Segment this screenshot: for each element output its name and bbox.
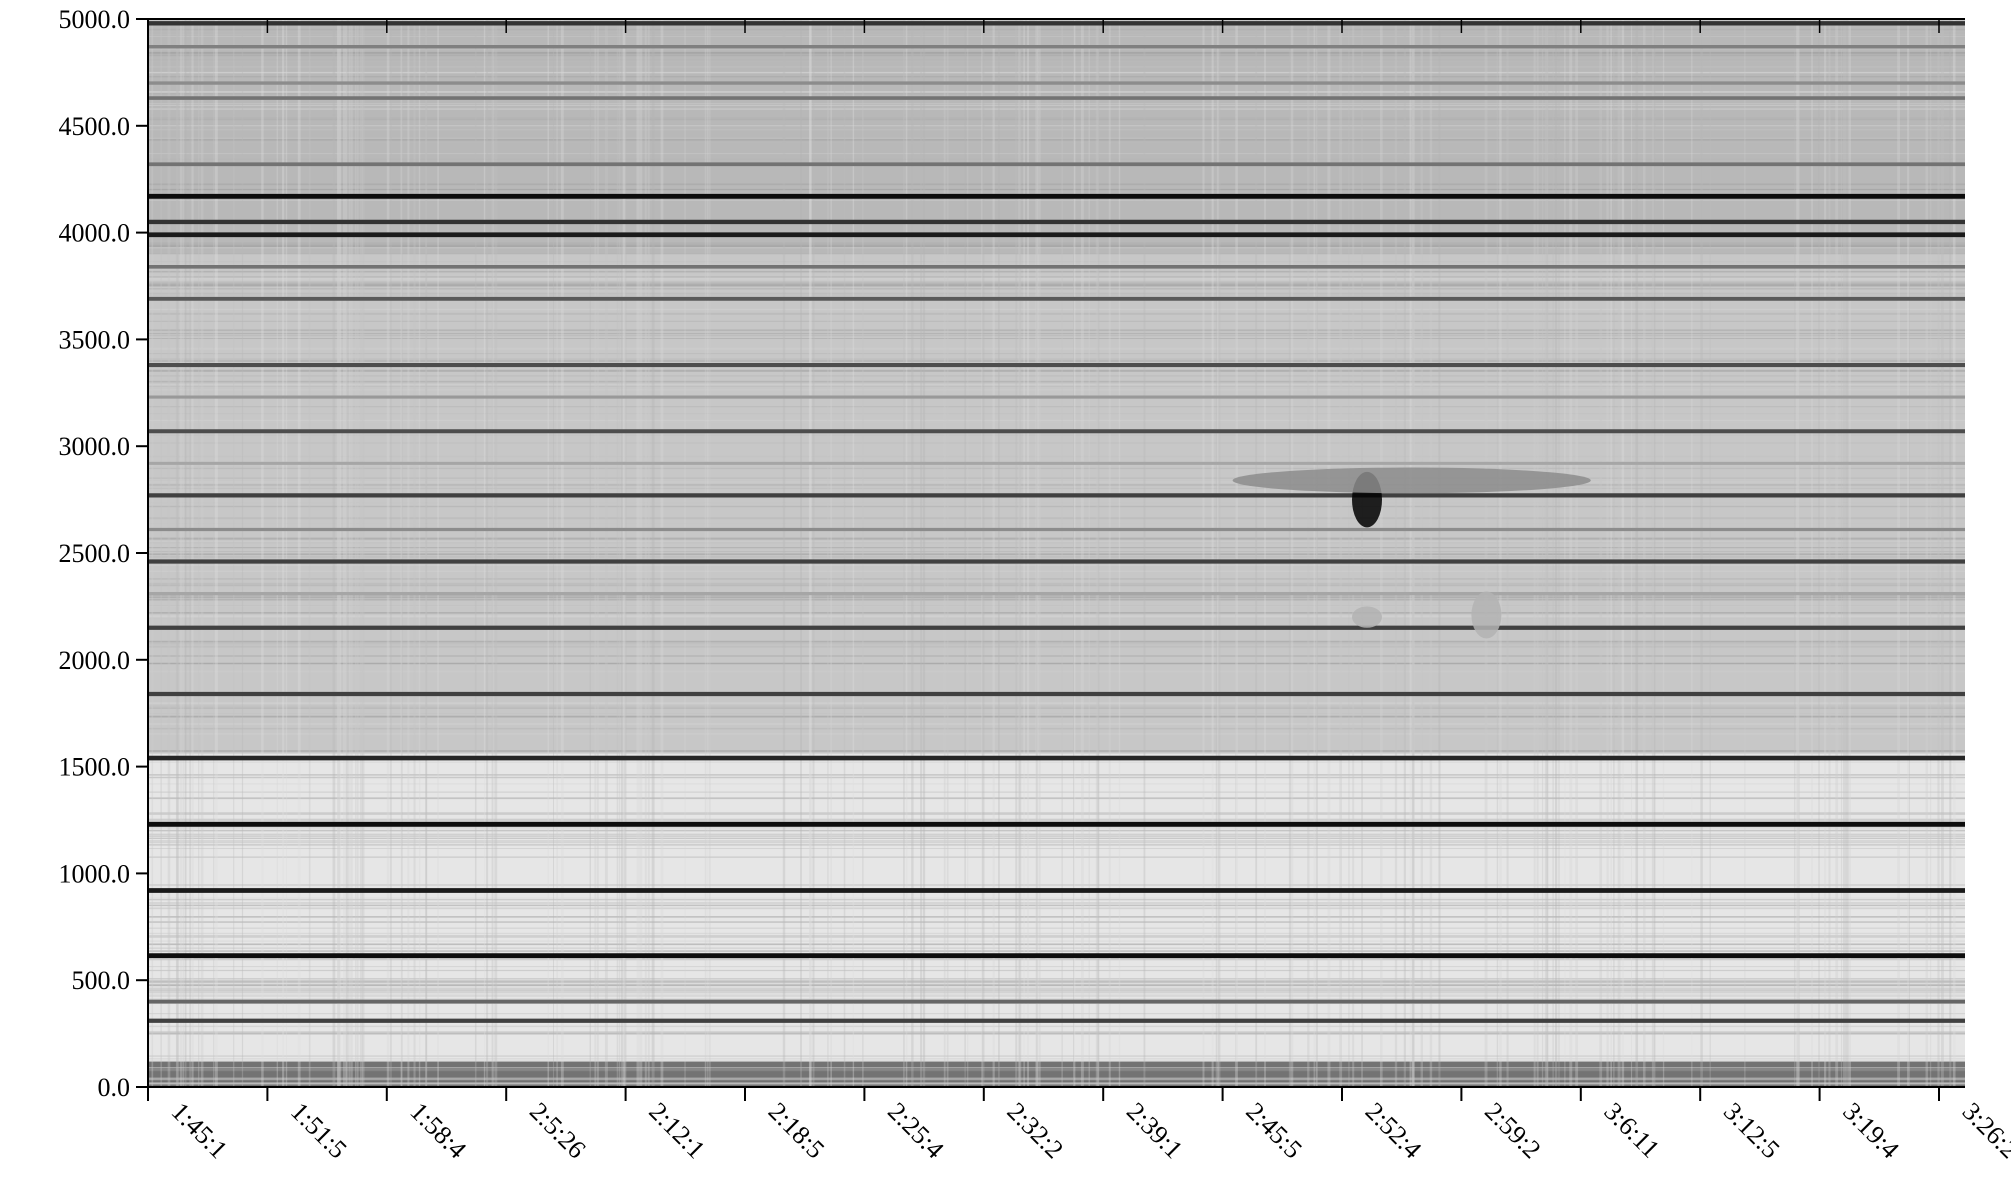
y-tick-label: 500.0 (72, 966, 131, 995)
x-tick-label: 2:25:4 (882, 1097, 949, 1164)
y-tick-label: 4000.0 (59, 219, 131, 248)
x-tick-label: 2:12:1 (643, 1097, 710, 1164)
x-tick-label: 2:18:5 (763, 1097, 830, 1164)
x-tick-label: 3:6:11 (1599, 1097, 1666, 1164)
x-tick-label: 1:45:1 (166, 1097, 233, 1164)
y-tick-label: 2500.0 (59, 539, 131, 568)
y-tick-label: 4500.0 (59, 112, 131, 141)
x-tick-label: 2:59:2 (1479, 1097, 1546, 1164)
noise-band-2 (148, 19, 1965, 254)
event-2 (1352, 606, 1382, 628)
x-tick-label: 3:19:4 (1837, 1097, 1904, 1164)
y-tick-label: 2000.0 (59, 646, 131, 675)
x-tick-label: 1:58:4 (405, 1097, 472, 1164)
y-tick-label: 3000.0 (59, 432, 131, 461)
x-tick-label: 2:32:2 (1002, 1097, 1069, 1164)
y-tick-label: 1000.0 (59, 859, 131, 888)
x-tick-label: 2:5:26 (524, 1097, 591, 1164)
event-3 (1471, 591, 1502, 639)
x-tick-label: 2:52:4 (1360, 1097, 1427, 1164)
x-tick-label: 3:12:5 (1718, 1097, 1785, 1164)
x-tick-label: 3:26:2 (1957, 1097, 2011, 1164)
x-tick-label: 1:51:5 (285, 1097, 352, 1164)
plot-area (148, 19, 1965, 1088)
y-tick-label: 0.0 (98, 1073, 131, 1102)
noise-band-1 (148, 253, 1965, 754)
event-1 (1232, 467, 1591, 494)
y-tick-label: 1500.0 (59, 753, 131, 782)
y-tick-label: 3500.0 (59, 325, 131, 354)
y-tick-label: 5000.0 (59, 5, 131, 34)
x-tick-label: 2:39:1 (1121, 1097, 1188, 1164)
x-tick-label: 2:45:5 (1240, 1097, 1307, 1164)
